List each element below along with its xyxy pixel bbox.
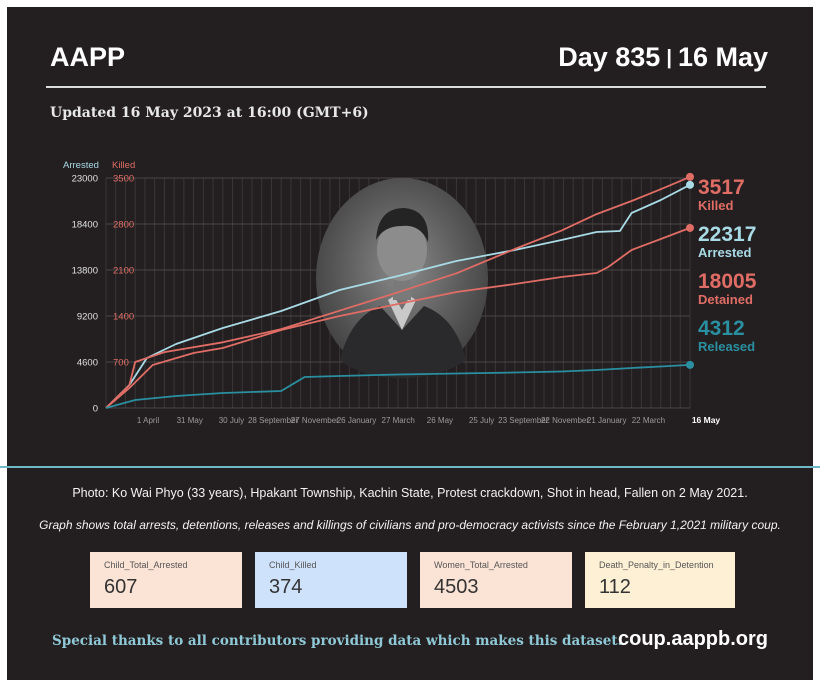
end-value-released: 4312 (698, 317, 745, 340)
chart-series (105, 172, 694, 409)
updated-timestamp: Updated 16 May 2023 at 16:00 (GMT+6) (50, 105, 369, 121)
series-line-arrested (105, 184, 691, 409)
y-right-tick-label: 3500 (113, 174, 134, 185)
x-tick-label: 31 May (177, 416, 203, 425)
day-label: Day 835 (558, 42, 661, 72)
x-tick-label: 27 November (291, 416, 339, 425)
brand-title: AAPP (50, 42, 126, 72)
y-right-tick-label: 700 (113, 358, 129, 369)
x-tick-label: 26 January (337, 416, 377, 425)
y-left-tick-label: 23000 (72, 174, 98, 185)
x-tick-label: 30 July (219, 416, 244, 425)
stat-value: 374 (269, 576, 303, 598)
end-name-detained: Detained (698, 292, 753, 307)
series-line-detained (105, 227, 691, 409)
end-name-released: Released (698, 339, 755, 354)
section-divider (0, 466, 820, 468)
x-tick-label: 21 January (587, 416, 627, 425)
day-counter: Day 835 | 16 May (558, 42, 768, 73)
stat-value: 607 (104, 576, 138, 598)
stat-value: 112 (599, 576, 631, 598)
y-right-tick-label: 2800 (113, 220, 134, 231)
chart-svg: 0 4600 9200 13800 18400 23000 700 1400 2100 2800 3… (63, 160, 757, 425)
stat-label: Child_Total_Arrested (104, 560, 188, 570)
x-end-tick-label: 16 May (692, 415, 721, 425)
end-value-detained: 18005 (698, 270, 757, 293)
graph-caption: Graph shows total arrests, detentions, r… (39, 518, 781, 532)
end-name-killed: Killed (698, 198, 733, 213)
series-line-released (105, 364, 691, 409)
series-end-marker-arrested (686, 180, 694, 189)
x-tick-label: 22 March (632, 416, 665, 425)
stat-card-death-penalty-in-detention: Death_Penalty_in_Detention 112 (585, 552, 735, 608)
header-divider (46, 86, 766, 88)
chart-axes: 0 4600 9200 13800 18400 23000 700 1400 2100 2800 3… (63, 160, 720, 425)
x-tick-label: 27 March (382, 416, 415, 425)
series-line-killed (105, 176, 691, 409)
series-end-marker-killed (686, 172, 694, 181)
y-left-tick-label: 18400 (72, 220, 98, 231)
end-name-arrested: Arrested (698, 245, 752, 260)
end-value-killed: 3517 (698, 176, 745, 199)
stat-label: Death_Penalty_in_Detention (599, 560, 714, 570)
x-tick-label: 25 July (469, 416, 494, 425)
stat-label: Child_Killed (269, 560, 317, 570)
y-left-tick-label: 9200 (77, 312, 98, 323)
stat-label: Women_Total_Arrested (434, 560, 528, 570)
x-tick-label: 28 September (248, 416, 299, 425)
stat-card-child-killed: Child_Killed 374 (255, 552, 407, 608)
date-label: 16 May (677, 42, 768, 72)
photo-caption: Photo: Ko Wai Phyo (33 years), Hpakant T… (72, 486, 748, 500)
y-left-axis-title: Arrested (63, 160, 99, 171)
victim-portrait-photo (316, 178, 488, 378)
x-tick-label: 22 November (541, 416, 589, 425)
x-tick-label: 26 May (427, 416, 453, 425)
y-left-tick-label: 13800 (72, 266, 98, 277)
stat-card-child-total-arrested: Child_Total_Arrested 607 (90, 552, 242, 608)
thanks-note: Special thanks to all contributors provi… (52, 633, 623, 649)
end-value-arrested: 22317 (698, 223, 756, 246)
y-right-axis-title: Killed (112, 160, 135, 171)
y-right-tick-label: 2100 (113, 266, 134, 277)
y-left-tick-label: 4600 (77, 358, 98, 369)
series-end-marker-released (686, 360, 694, 369)
x-tick-label: 1 April (137, 416, 159, 425)
x-tick-label: 23 September (498, 416, 549, 425)
website-link[interactable]: coup.aappb.org (618, 628, 768, 650)
y-left-tick-label: 0 (93, 404, 98, 415)
y-right-tick-label: 1400 (113, 312, 134, 323)
day-separator: | (666, 47, 672, 69)
stat-card-women-total-arrested: Women_Total_Arrested 4503 (420, 552, 572, 608)
series-end-marker-detained (686, 223, 694, 232)
stat-value: 4503 (434, 576, 479, 598)
